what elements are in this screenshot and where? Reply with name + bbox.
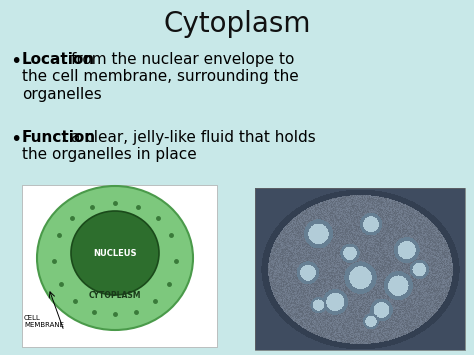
Text: CELL
MEMBRANE: CELL MEMBRANE xyxy=(24,315,64,328)
Text: NUCLEUS: NUCLEUS xyxy=(93,248,137,257)
Text: Location: Location xyxy=(22,52,95,67)
Text: CYTOPLASM: CYTOPLASM xyxy=(89,291,141,300)
Ellipse shape xyxy=(71,211,159,295)
Text: Function: Function xyxy=(22,130,96,145)
Text: : a clear, jelly-like fluid that holds
the organelles in place: : a clear, jelly-like fluid that holds t… xyxy=(22,130,316,162)
Text: Cytoplasm: Cytoplasm xyxy=(163,10,311,38)
FancyBboxPatch shape xyxy=(22,185,217,347)
Text: : from the nuclear envelope to
the cell membrane, surrounding the
organelles: : from the nuclear envelope to the cell … xyxy=(22,52,299,102)
Ellipse shape xyxy=(37,186,193,330)
Text: •: • xyxy=(10,130,21,149)
Text: •: • xyxy=(10,52,21,71)
